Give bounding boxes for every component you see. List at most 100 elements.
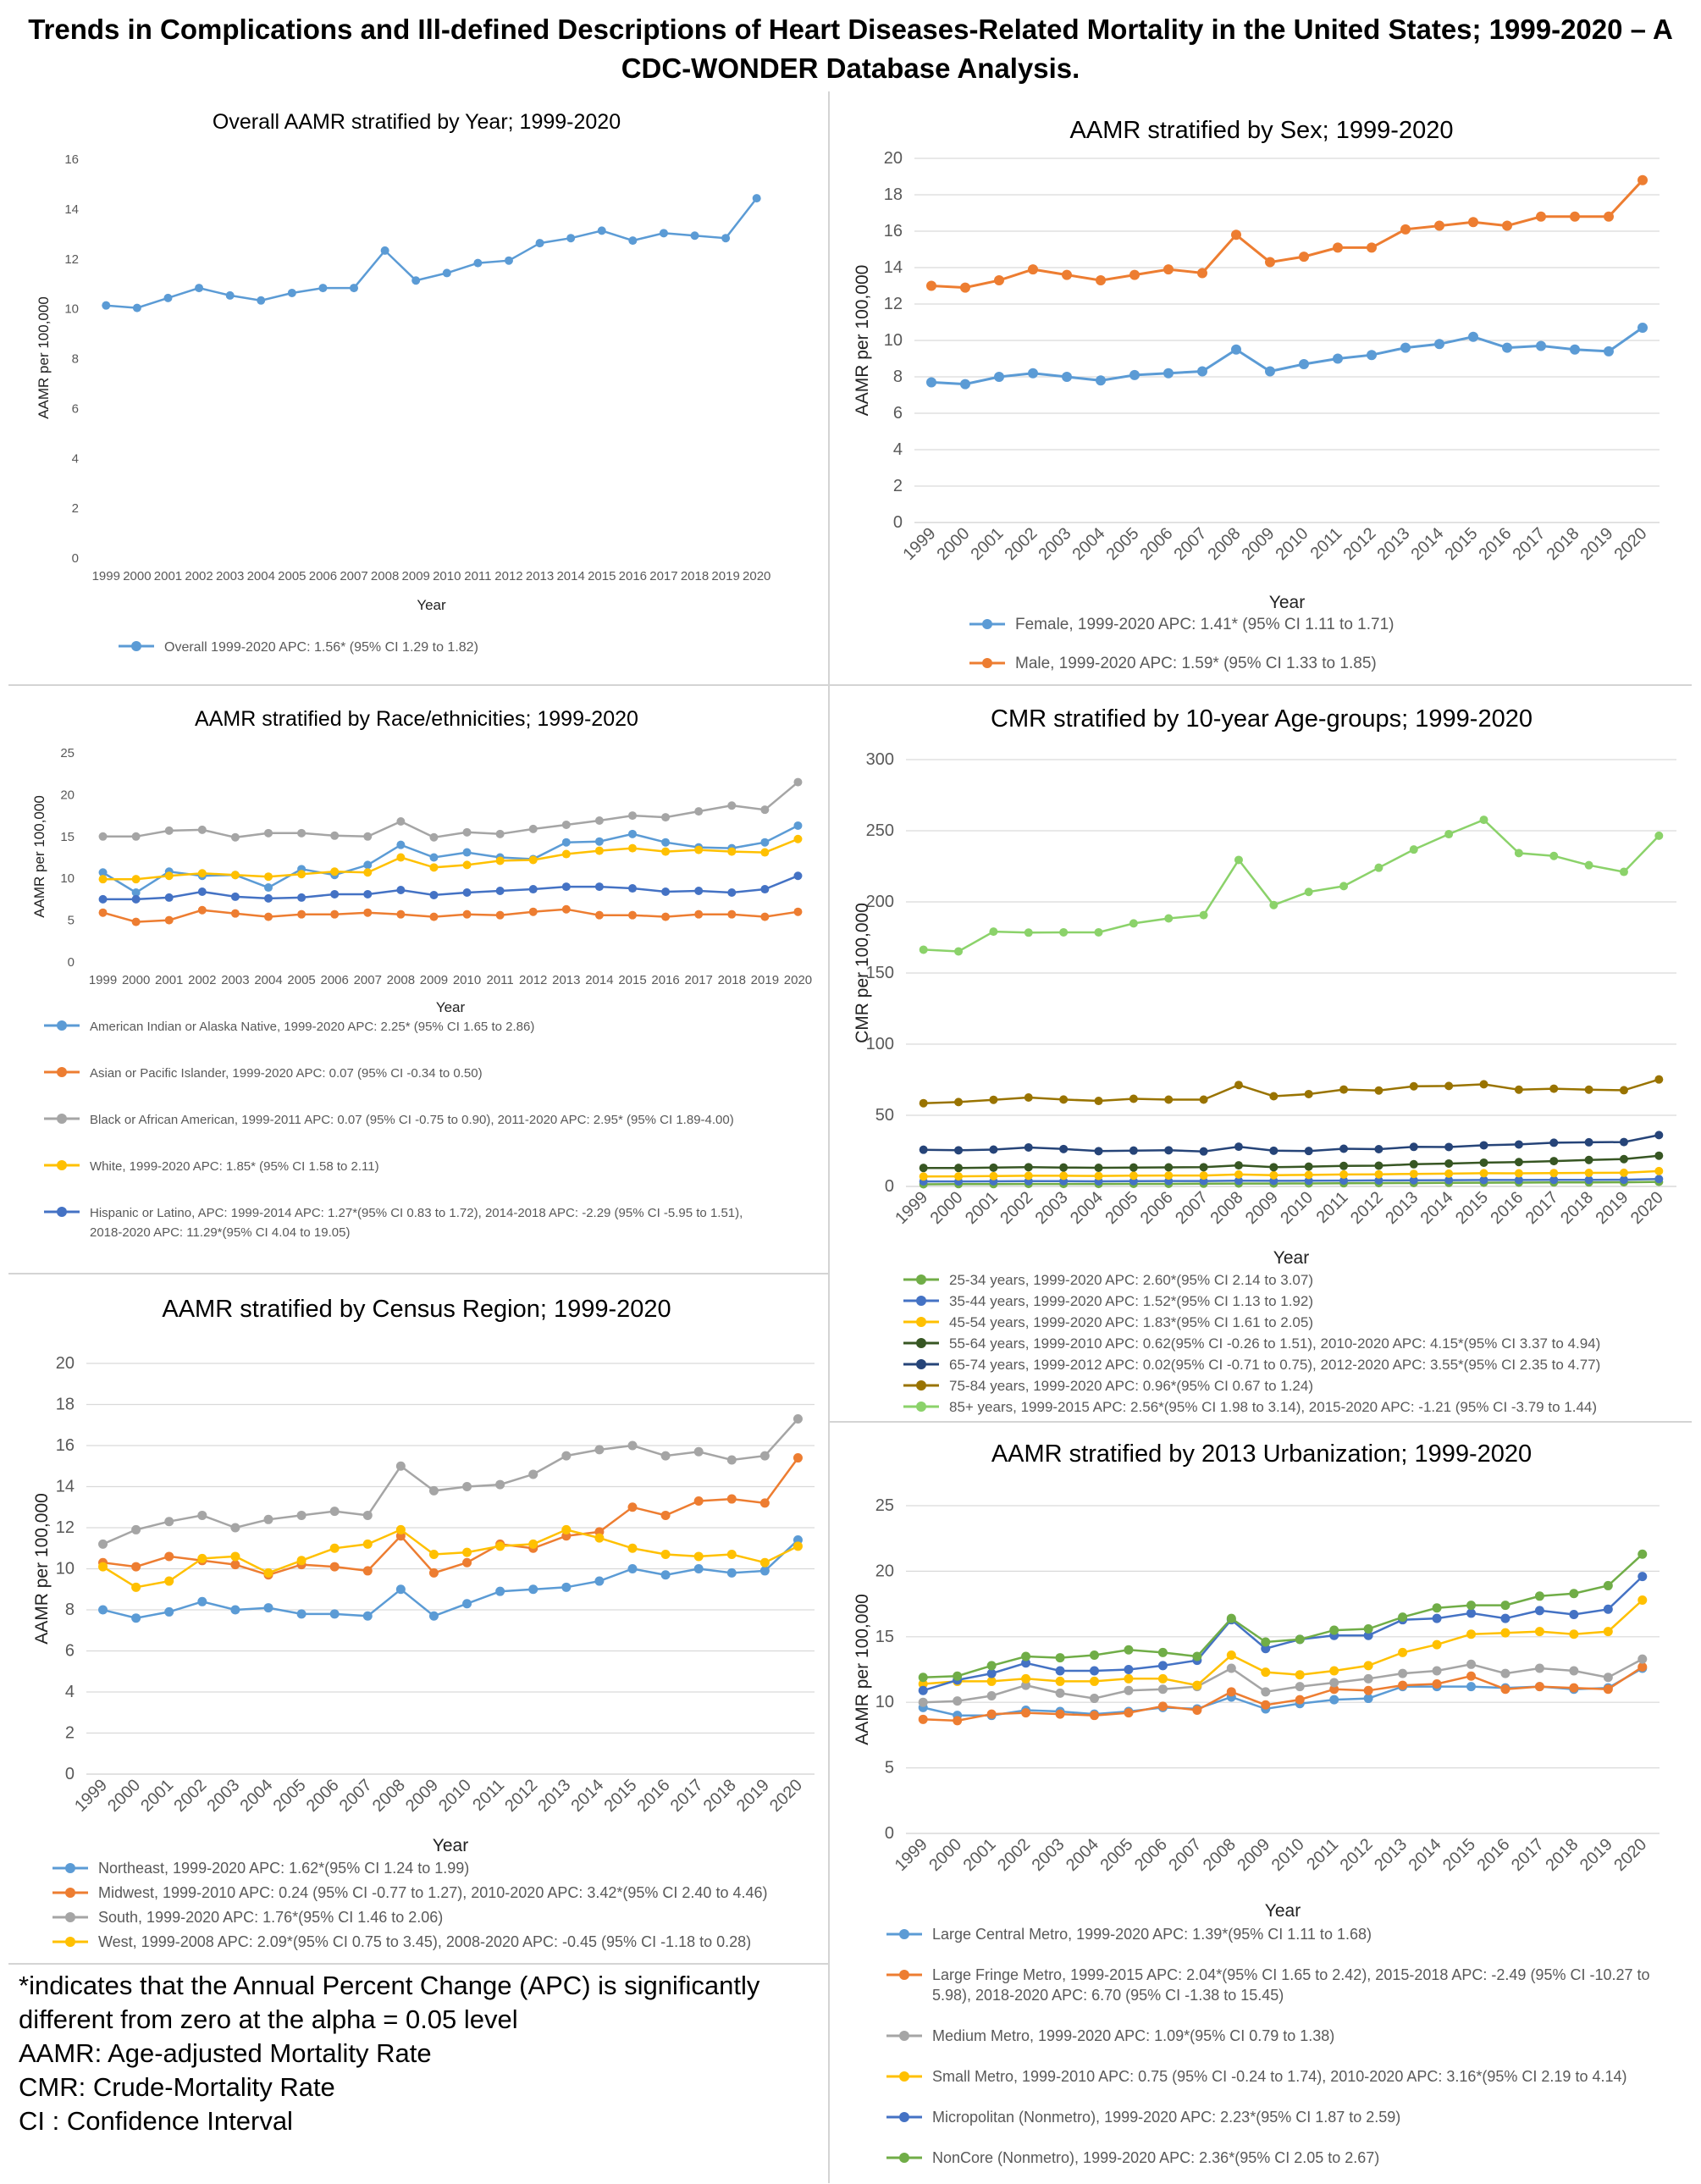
x-tick-label: 2016 bbox=[619, 569, 647, 583]
x-tick-label: 2002 bbox=[994, 1835, 1034, 1875]
data-point bbox=[230, 892, 240, 901]
data-point bbox=[1157, 1701, 1168, 1711]
y-tick-label: 10 bbox=[875, 1693, 894, 1711]
data-point bbox=[1024, 1142, 1033, 1152]
data-point bbox=[1654, 831, 1664, 840]
data-point bbox=[98, 908, 108, 917]
data-point bbox=[528, 885, 538, 894]
x-tick-label: 2014 bbox=[1406, 1835, 1445, 1875]
data-point bbox=[1534, 1627, 1544, 1637]
data-point bbox=[561, 1524, 572, 1534]
x-tick-label: 2012 bbox=[1337, 1835, 1377, 1875]
y-axis-label: AAMR per 100,000 bbox=[32, 1493, 52, 1645]
y-tick-label: 50 bbox=[875, 1106, 894, 1125]
x-axis-label: Year bbox=[1265, 1901, 1301, 1921]
data-point bbox=[561, 882, 571, 892]
data-point bbox=[1269, 1163, 1279, 1172]
x-tick-label: 2020 bbox=[1611, 524, 1651, 564]
divider-left-1 bbox=[8, 684, 828, 686]
data-point bbox=[760, 805, 770, 815]
data-point bbox=[1466, 1659, 1476, 1669]
data-point bbox=[197, 1596, 207, 1606]
data-point bbox=[1374, 1086, 1383, 1095]
data-point bbox=[1569, 1629, 1579, 1639]
legend-swatch-marker bbox=[57, 1067, 67, 1077]
y-tick-label: 16 bbox=[64, 152, 79, 167]
data-point bbox=[919, 945, 928, 954]
data-point bbox=[164, 1517, 174, 1527]
data-point bbox=[660, 1510, 671, 1520]
data-point bbox=[759, 1498, 770, 1508]
series-line bbox=[923, 1553, 1643, 1679]
data-point bbox=[1094, 1147, 1103, 1156]
legend-swatch-marker bbox=[57, 1207, 67, 1217]
data-point bbox=[1028, 264, 1038, 275]
legend-swatch-marker bbox=[899, 2031, 909, 2041]
x-tick-label: 2020 bbox=[766, 1776, 806, 1816]
data-point bbox=[1129, 1094, 1138, 1103]
x-tick-label: 2010 bbox=[453, 973, 481, 987]
data-point bbox=[759, 1451, 770, 1461]
legend-swatch-marker bbox=[57, 1114, 67, 1124]
series-line bbox=[102, 781, 799, 839]
data-point bbox=[1374, 1161, 1383, 1170]
x-tick-label: 2013 bbox=[552, 973, 580, 987]
data-point bbox=[1637, 1654, 1648, 1664]
y-tick-label: 20 bbox=[60, 788, 75, 802]
data-point bbox=[363, 889, 373, 898]
data-point bbox=[396, 853, 406, 862]
legend-entry-micropolitan-nonmetro: Micropolitan (Nonmetro), 1999-2020 APC: … bbox=[886, 2109, 1400, 2126]
data-point bbox=[1654, 1151, 1664, 1160]
data-point bbox=[1500, 1628, 1510, 1638]
y-tick-label: 2 bbox=[893, 477, 903, 495]
data-point bbox=[1654, 1075, 1664, 1084]
x-tick-label: 2018 bbox=[700, 1776, 740, 1816]
data-point bbox=[98, 1605, 108, 1615]
data-point bbox=[1234, 1081, 1243, 1090]
data-point bbox=[396, 886, 406, 895]
data-point bbox=[1549, 851, 1559, 860]
data-point bbox=[561, 1582, 572, 1592]
series-line bbox=[923, 1599, 1643, 1687]
data-point bbox=[1584, 1155, 1593, 1164]
data-point bbox=[350, 284, 359, 293]
data-point bbox=[960, 282, 970, 293]
data-point bbox=[1500, 1684, 1510, 1695]
series-65-74-years bbox=[919, 1131, 1664, 1156]
legend-entry-female: Female, 1999-2020 APC: 1.41* (95% CI 1.1… bbox=[969, 616, 1394, 633]
legend-swatch-marker bbox=[916, 1274, 926, 1285]
data-point bbox=[1432, 1666, 1442, 1676]
data-point bbox=[1603, 1580, 1613, 1590]
data-point bbox=[473, 258, 483, 268]
chart-title: AAMR stratified by Sex; 1999-2020 bbox=[1070, 117, 1454, 144]
data-point bbox=[1197, 366, 1207, 377]
data-point bbox=[1329, 1684, 1339, 1695]
data-point bbox=[694, 910, 704, 919]
legend-label: 75-84 years, 1999-2020 APC: 0.96*(95% CI… bbox=[949, 1378, 1313, 1394]
data-point bbox=[1444, 1142, 1454, 1152]
data-point bbox=[102, 301, 111, 310]
series-hispanic-or-latino bbox=[98, 871, 803, 904]
x-tick-label: 2001 bbox=[960, 1835, 1000, 1875]
series-85-years bbox=[919, 816, 1664, 956]
x-tick-label: 2002 bbox=[188, 973, 216, 987]
data-point bbox=[131, 875, 141, 884]
data-point bbox=[1444, 1169, 1454, 1178]
x-tick-label: 2017 bbox=[649, 569, 677, 583]
data-point bbox=[330, 910, 340, 919]
legend-label: 35-44 years, 1999-2020 APC: 1.52*(95% CI… bbox=[949, 1293, 1313, 1309]
data-point bbox=[98, 894, 108, 904]
data-point bbox=[1534, 1663, 1544, 1673]
legend-swatch-marker bbox=[982, 658, 992, 668]
legend-entry-55-64-years: 55-64 years, 1999-2010 APC: 0.62(95% CI … bbox=[903, 1335, 1600, 1352]
y-tick-label: 15 bbox=[875, 1628, 894, 1646]
legend-entry-large-fringe-metro: Large Fringe Metro, 1999-2015 APC: 2.04*… bbox=[886, 1966, 1650, 2004]
x-tick-label: 2000 bbox=[122, 973, 150, 987]
data-point bbox=[1234, 1176, 1243, 1186]
data-point bbox=[1062, 372, 1072, 382]
data-point bbox=[1603, 1604, 1613, 1614]
data-point bbox=[919, 1172, 928, 1181]
y-tick-label: 4 bbox=[72, 451, 79, 466]
data-point bbox=[659, 229, 668, 238]
data-point bbox=[760, 912, 770, 921]
